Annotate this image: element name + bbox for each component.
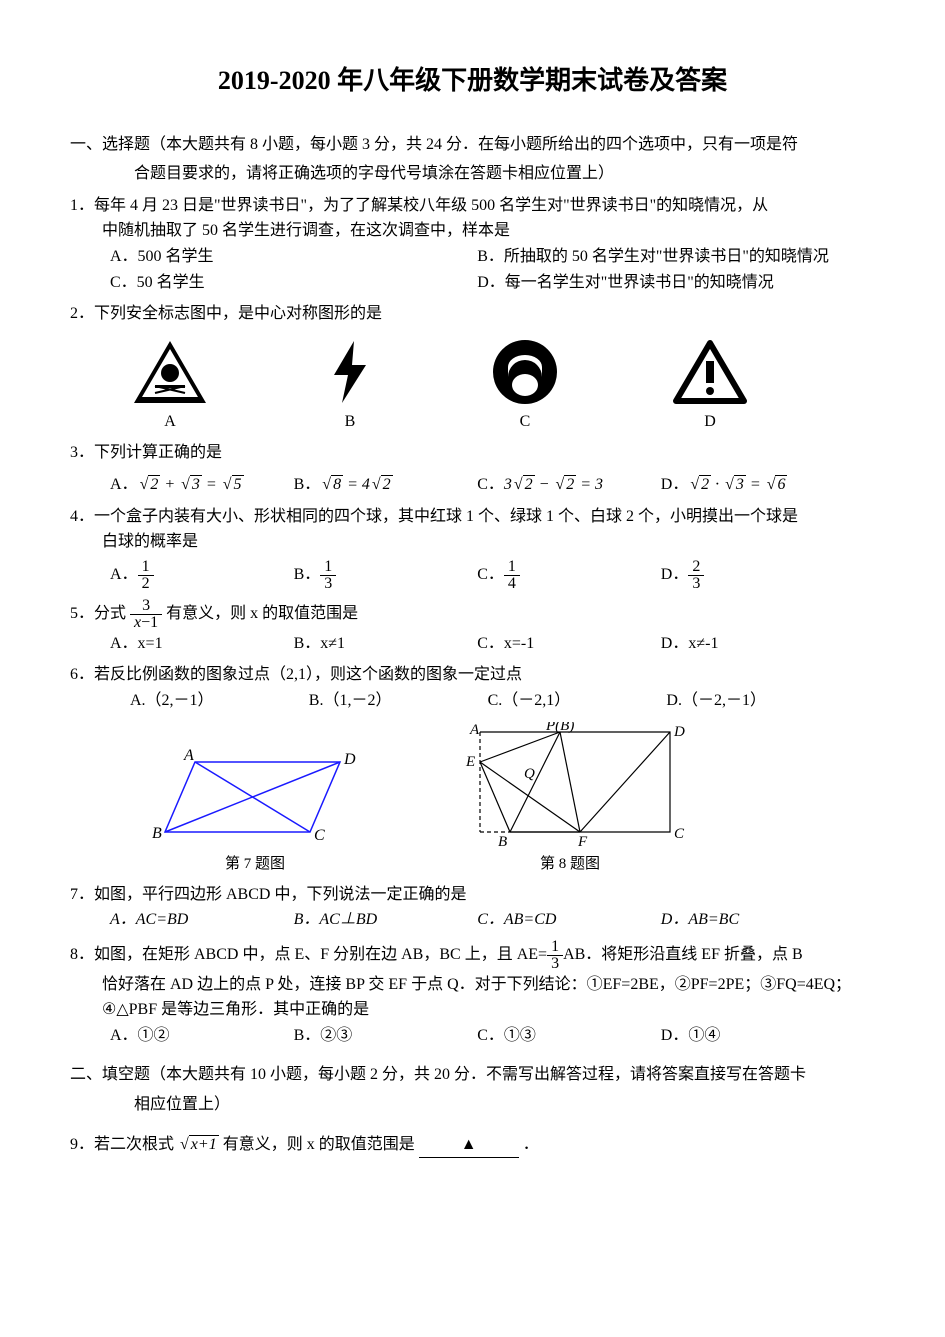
svg-text:D: D bbox=[343, 751, 356, 768]
fig8-caption: 第 8 题图 bbox=[450, 852, 690, 876]
q2-labelD: D bbox=[670, 409, 750, 435]
q7-A: A．AC=BD bbox=[110, 907, 294, 933]
q9-blank: ▲ bbox=[419, 1132, 519, 1159]
q5-options: A．x=1 B．x≠1 C．x=-1 D．x≠-1 bbox=[70, 631, 875, 657]
q2-iconD: D bbox=[670, 337, 750, 435]
q4-options: A．12 B．13 C．14 D．23 bbox=[70, 559, 875, 592]
q7-options: A．AC=BD B．AC⊥BD C．AB=CD D．AB=BC bbox=[70, 907, 875, 933]
svg-text:A: A bbox=[183, 747, 194, 764]
q7-B: B．AC⊥BD bbox=[294, 907, 478, 933]
svg-text:D: D bbox=[673, 724, 685, 740]
q9: 9．若二次根式 x+1 有意义，则 x 的取值范围是 ▲ ． bbox=[70, 1132, 875, 1159]
q9-end: ． bbox=[523, 1136, 539, 1153]
q6-B: B.（1,－2） bbox=[309, 688, 488, 714]
q5-a: 5．分式 bbox=[70, 605, 130, 622]
q6-options: A.（2,－1） B.（1,－2） C.（－2,1） D.（－2,－1） bbox=[70, 688, 875, 714]
q7-D: D．AB=BC bbox=[661, 907, 845, 933]
q5-B: B．x≠1 bbox=[294, 631, 478, 657]
q1-options: A．500 名学生 B．所抽取的 50 名学生对"世界读书日"的知晓情况 C．5… bbox=[70, 244, 875, 295]
section2-head: 二、填空题（本大题共有 10 小题，每小题 2 分，共 20 分．不需写出解答过… bbox=[70, 1062, 875, 1088]
q3-options: A．2 + 3 = 5 B．8 = 42 C．32 − 2 = 3 D．2 · … bbox=[70, 472, 875, 498]
q1-C: C．50 名学生 bbox=[110, 270, 477, 296]
q2-icons-row: A B C D bbox=[70, 337, 875, 435]
q4-A: A．12 bbox=[110, 559, 294, 592]
q2-text: 2．下列安全标志图中，是中心对称图形的是 bbox=[70, 301, 875, 327]
q3-text: 3．下列计算正确的是 bbox=[70, 440, 875, 466]
q3-D: D．2 · 3 = 6 bbox=[661, 472, 845, 498]
q4-l2: 白球的概率是 bbox=[70, 529, 875, 555]
figures-row: A D B C 第 7 题图 A P(B) D bbox=[70, 722, 875, 876]
q5-text: 5．分式 3x−1 有意义，则 x 的取值范围是 bbox=[70, 598, 875, 631]
q8-D: D．①④ bbox=[661, 1023, 845, 1049]
q8-l1a: 8．如图，在矩形 ABCD 中，点 E、F 分别在边 AB，BC 上，且 AE= bbox=[70, 946, 547, 963]
q3-B: B．8 = 42 bbox=[294, 472, 478, 498]
svg-text:F: F bbox=[577, 834, 588, 850]
q2-labelA: A bbox=[130, 409, 210, 435]
q6-text: 6．若反比例函数的图象过点（2,1），则这个函数的图象一定过点 bbox=[70, 662, 875, 688]
q6-C: C.（－2,1） bbox=[488, 688, 667, 714]
fig7-caption: 第 7 题图 bbox=[150, 852, 360, 876]
svg-text:B: B bbox=[498, 834, 507, 850]
q8-B: B．②③ bbox=[294, 1023, 478, 1049]
q1-line1: 1．每年 4 月 23 日是"世界读书日"，为了了解某校八年级 500 名学生对… bbox=[70, 193, 875, 219]
q2-iconC: C bbox=[490, 337, 560, 435]
q8-C: C．①③ bbox=[477, 1023, 661, 1049]
q8-l1: 8．如图，在矩形 ABCD 中，点 E、F 分别在边 AB，BC 上，且 AE=… bbox=[70, 939, 875, 972]
q7-C: C．AB=CD bbox=[477, 907, 661, 933]
q7-text: 7．如图，平行四边形 ABCD 中，下列说法一定正确的是 bbox=[70, 882, 875, 908]
q1-D: D．每一名学生对"世界读书日"的知晓情况 bbox=[477, 270, 844, 296]
svg-text:P(B): P(B) bbox=[545, 722, 574, 734]
q8-l2: 恰好落在 AD 边上的点 P 处，连接 BP 交 EF 于点 Q．对于下列结论：… bbox=[70, 972, 875, 998]
q8-options: A．①② B．②③ C．①③ D．①④ bbox=[70, 1023, 875, 1049]
q5-C: C．x=-1 bbox=[477, 631, 661, 657]
q1-line2: 中随机抽取了 50 名学生进行调查，在这次调查中，样本是 bbox=[70, 218, 875, 244]
q4-D: D．23 bbox=[661, 559, 845, 592]
q4-l1: 4．一个盒子内装有大小、形状相同的四个球，其中红球 1 个、绿球 1 个、白球 … bbox=[70, 504, 875, 530]
q6-A: A.（2,－1） bbox=[130, 688, 309, 714]
svg-text:A: A bbox=[469, 722, 480, 738]
q5-D: D．x≠-1 bbox=[661, 631, 845, 657]
q6-D: D.（－2,－1） bbox=[666, 688, 845, 714]
q2-labelC: C bbox=[490, 409, 560, 435]
svg-text:C: C bbox=[314, 827, 325, 844]
svg-text:E: E bbox=[465, 754, 475, 770]
q3-A: A．2 + 3 = 5 bbox=[110, 472, 294, 498]
q8-l3: ④△PBF 是等边三角形．其中正确的是 bbox=[70, 997, 875, 1023]
svg-text:B: B bbox=[152, 825, 162, 842]
q8-l1b: AB．将矩形沿直线 EF 折叠，点 B bbox=[563, 946, 803, 963]
q2-labelB: B bbox=[320, 409, 380, 435]
q8-A: A．①② bbox=[110, 1023, 294, 1049]
q2-iconA: A bbox=[130, 337, 210, 435]
svg-text:C: C bbox=[674, 826, 685, 842]
q5-A: A．x=1 bbox=[110, 631, 294, 657]
q5-b: 有意义，则 x 的取值范围是 bbox=[166, 605, 358, 622]
svg-text:Q: Q bbox=[524, 766, 535, 782]
section1-head: 一、选择题（本大题共有 8 小题，每小题 3 分，共 24 分．在每小题所给出的… bbox=[70, 132, 875, 158]
q9-b: 有意义，则 x 的取值范围是 bbox=[223, 1136, 415, 1153]
fig8: A P(B) D E Q B F C 第 8 题图 bbox=[450, 722, 690, 876]
q1-A: A．500 名学生 bbox=[110, 244, 477, 270]
q4-C: C．14 bbox=[477, 559, 661, 592]
q3-C: C．32 − 2 = 3 bbox=[477, 472, 661, 498]
page-title: 2019-2020 年八年级下册数学期末试卷及答案 bbox=[70, 60, 875, 102]
fig7: A D B C 第 7 题图 bbox=[150, 742, 360, 876]
section1-head2: 合题目要求的，请将正确选项的字母代号填涂在答题卡相应位置上） bbox=[70, 161, 875, 187]
q9-a: 9．若二次根式 bbox=[70, 1136, 174, 1153]
q4-B: B．13 bbox=[294, 559, 478, 592]
section2-head2: 相应位置上） bbox=[70, 1092, 875, 1118]
q2-iconB: B bbox=[320, 337, 380, 435]
q1-B: B．所抽取的 50 名学生对"世界读书日"的知晓情况 bbox=[477, 244, 844, 270]
